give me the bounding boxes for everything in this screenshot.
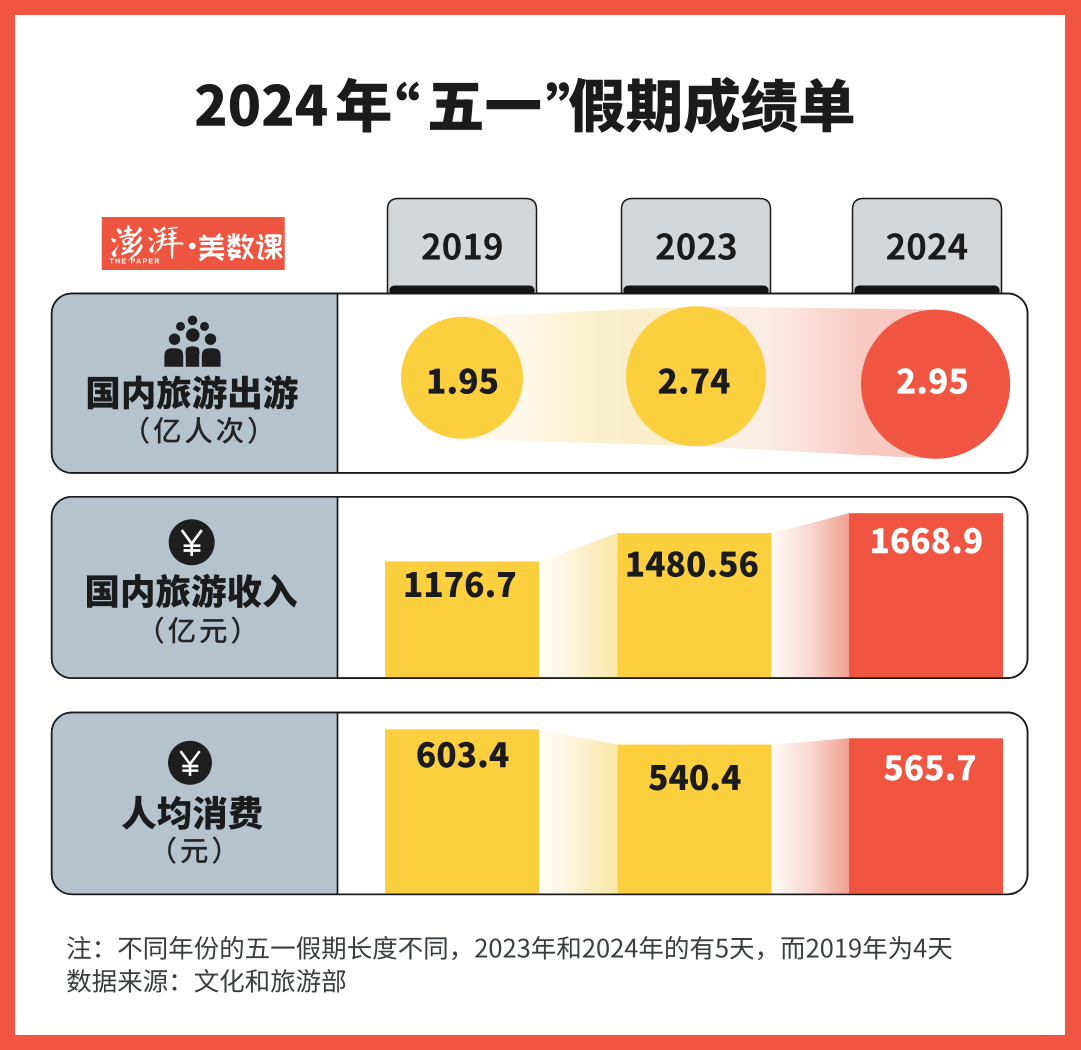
svg-text:THE PAPER: THE PAPER — [110, 259, 161, 266]
